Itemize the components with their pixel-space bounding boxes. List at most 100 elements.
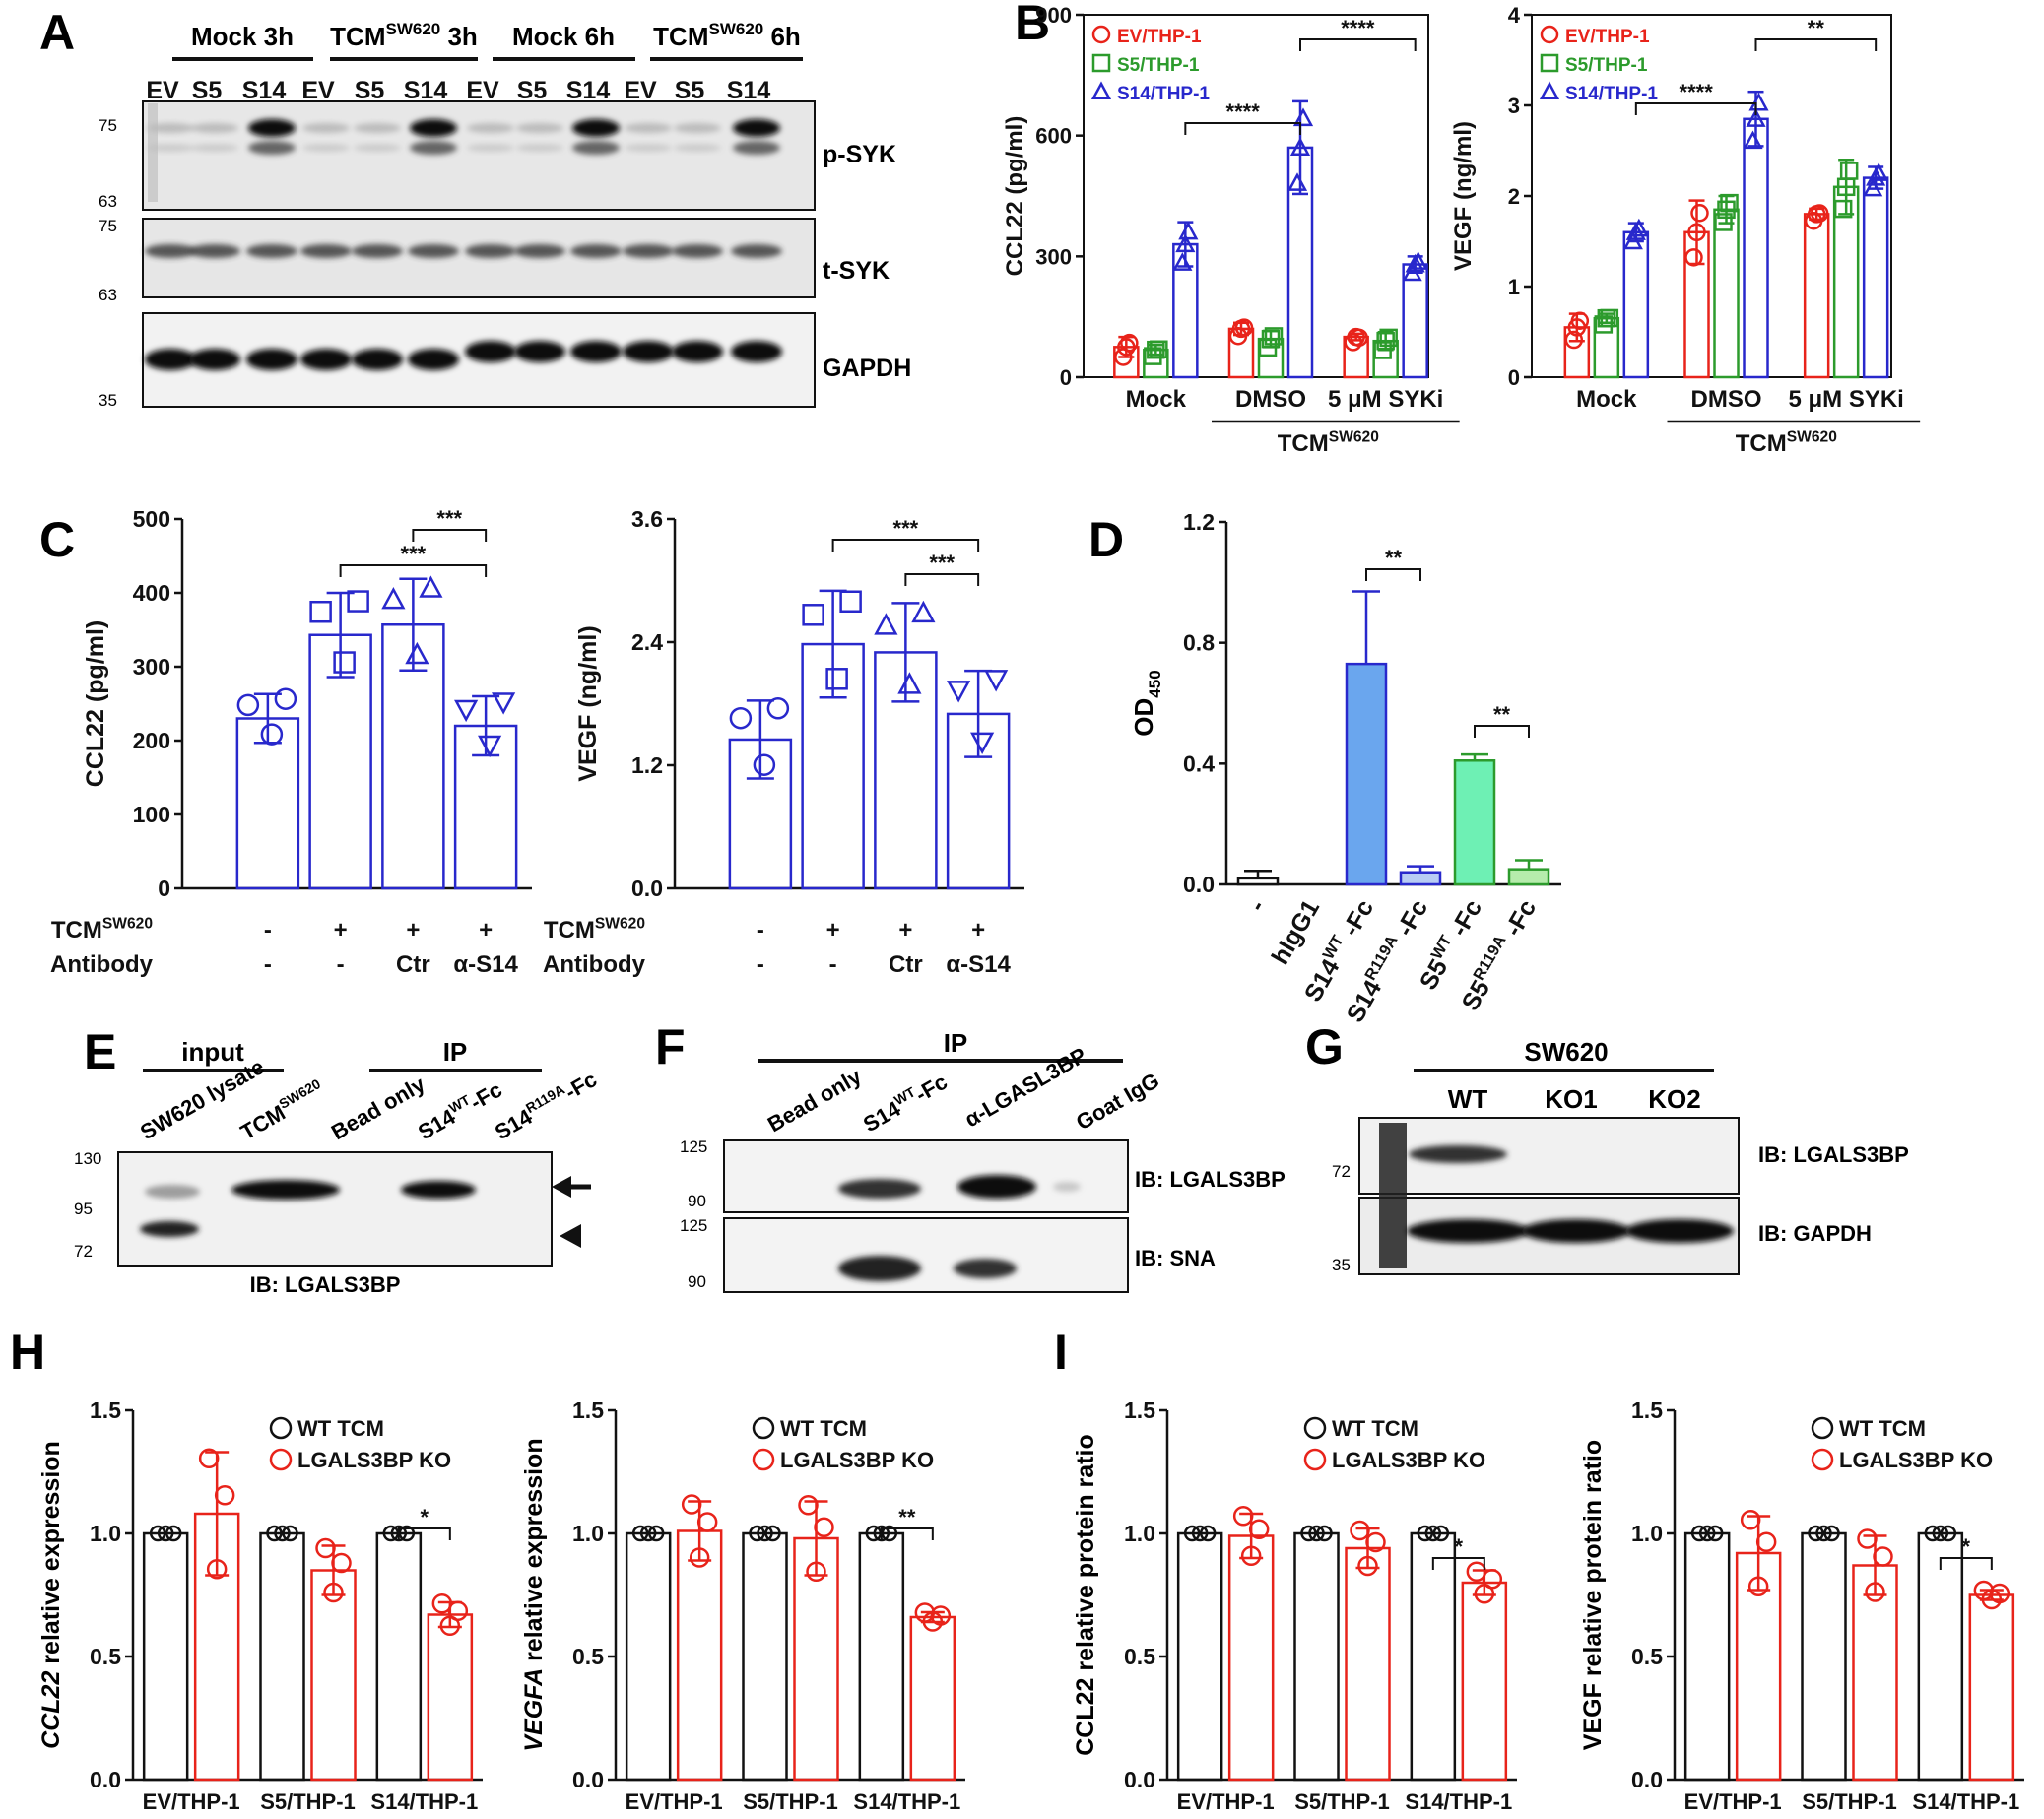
x-category-label: EV/THP-1: [1684, 1789, 1782, 1814]
y-tick-label: 100: [133, 802, 170, 827]
significance-label: ****: [1680, 80, 1714, 104]
data-point: [1924, 1525, 1942, 1542]
data-point: [1940, 1525, 1957, 1542]
row1-value: +: [479, 917, 493, 943]
data-point: [274, 1525, 291, 1542]
data-point: [405, 641, 429, 665]
y-tick-label: 0.5: [1124, 1644, 1155, 1669]
data-point: [874, 613, 898, 635]
bar: [1453, 759, 1496, 886]
significance-bracket: [1299, 38, 1417, 51]
band-gapdh: [246, 349, 297, 370]
row2-value: -: [337, 951, 345, 978]
legend-label: WT TCM: [1332, 1416, 1418, 1441]
y-tick-label: 500: [133, 506, 170, 532]
blot-a-lane-label: S14: [242, 77, 287, 104]
y-tick-label: 300: [1035, 244, 1072, 269]
band-psyk-upper: [147, 123, 194, 133]
x-category-label: Mock: [1126, 386, 1187, 413]
data-point: [1748, 92, 1769, 111]
bar: [1507, 868, 1550, 886]
row2-value: -: [829, 951, 837, 978]
blot-f-membrane-bottom: [723, 1217, 1129, 1293]
legend-marker: [752, 1448, 775, 1471]
data-point: [1316, 1525, 1333, 1542]
data-point: [1292, 107, 1314, 127]
data-point: [333, 651, 356, 674]
data-point: [1981, 1589, 2003, 1610]
row1-value: -: [264, 917, 272, 943]
band-psyk-upper: [516, 123, 563, 133]
blot-f-marker-125b: 125: [680, 1216, 707, 1235]
data-point: [309, 600, 332, 623]
bar: [1968, 1593, 2015, 1782]
data-point: [1286, 172, 1308, 191]
data-point: [1740, 1510, 1761, 1530]
data-point: [1264, 327, 1284, 346]
bar: [1743, 117, 1769, 379]
data-point: [1117, 338, 1136, 357]
data-point: [1684, 248, 1703, 267]
y-tick-label: 0.5: [1631, 1644, 1663, 1669]
data-point: [1365, 1531, 1386, 1553]
blot-a-tsyk-membrane: [142, 218, 816, 298]
band-tsyk: [189, 244, 240, 258]
data-point: [206, 1559, 228, 1580]
arrowhead-icon: [560, 1224, 581, 1248]
row1-label: TCMSW620: [51, 915, 153, 943]
band-gapdh: [623, 341, 674, 362]
blot-g-lane-ko2: KO2: [1648, 1084, 1700, 1114]
data-point: [1432, 1525, 1450, 1542]
legend-marker: [1540, 25, 1559, 44]
panel-label-i: I: [1054, 1325, 1068, 1380]
legend-label: S14/THP-1: [1117, 84, 1210, 104]
significance-bracket: [1184, 122, 1301, 135]
blot-f-marker-90b: 90: [688, 1272, 706, 1291]
blot-a-lane-label: S5: [355, 77, 385, 104]
significance-label: ****: [1226, 99, 1261, 124]
significance-bracket: [1754, 38, 1878, 51]
y-tick-label: 0.0: [1631, 1767, 1663, 1792]
data-point: [729, 706, 753, 730]
data-point: [1747, 1576, 1769, 1596]
data-point: [1183, 1525, 1201, 1542]
band-tsyk: [145, 244, 196, 258]
blot-g-marker-35: 35: [1332, 1256, 1351, 1274]
x-category-label: hIgG1: [1267, 895, 1326, 969]
data-point: [1172, 252, 1193, 271]
y-axis-label: VEGF (ng/ml): [1450, 121, 1477, 271]
x-category-label: S14/THP-1: [1405, 1789, 1512, 1814]
bar: [259, 1531, 305, 1782]
blot-f-lane-2: S14WT-Fc: [858, 1068, 952, 1137]
chart-h-vegfa: 0.0 0.5 1.0 1.5 EV/THP-1 S5/THP-1 S14/THP-1 WT …: [520, 1397, 965, 1814]
significance-label: *: [1455, 1534, 1464, 1559]
x-category-label: 5 μM SYKi: [1788, 386, 1903, 413]
legend-marker: [1811, 1416, 1834, 1440]
x-category-label: Mock: [1576, 386, 1637, 413]
x-category-label: DMSO: [1235, 386, 1306, 413]
blot-a-target-gapdh: GAPDH: [823, 355, 911, 382]
band-psyk-lower: [516, 144, 563, 152]
y-tick-label: 0.5: [572, 1644, 604, 1669]
data-point: [1690, 1525, 1708, 1542]
blot-a-lane-label: EV: [466, 77, 499, 104]
bar: [1461, 1581, 1508, 1782]
chart-i-vegf: 0.0 0.5 1.0 1.5 EV/THP-1 S5/THP-1 S14/THP-1 WT …: [1579, 1397, 2024, 1814]
band-psyk-upper: [625, 123, 672, 133]
significance-label: **: [1493, 702, 1511, 727]
y-tick-label: 1.5: [90, 1397, 121, 1423]
x-category-label: S14/THP-1: [370, 1789, 478, 1814]
x-category-label: EV/THP-1: [143, 1789, 240, 1814]
blot-a-lane-label: S14: [727, 77, 771, 104]
significance-bracket: [831, 539, 980, 552]
y-tick-label: 1.0: [1631, 1521, 1663, 1546]
y-tick-label: 0.0: [1124, 1767, 1155, 1792]
data-point: [1300, 1525, 1317, 1542]
blot-a-marker-75b: 75: [99, 217, 117, 235]
data-point: [1810, 204, 1829, 223]
band-tsyk: [300, 244, 352, 258]
bar: [1410, 1531, 1457, 1782]
band-tsyk: [672, 244, 723, 258]
y-axis-label: OD450: [1129, 670, 1164, 736]
